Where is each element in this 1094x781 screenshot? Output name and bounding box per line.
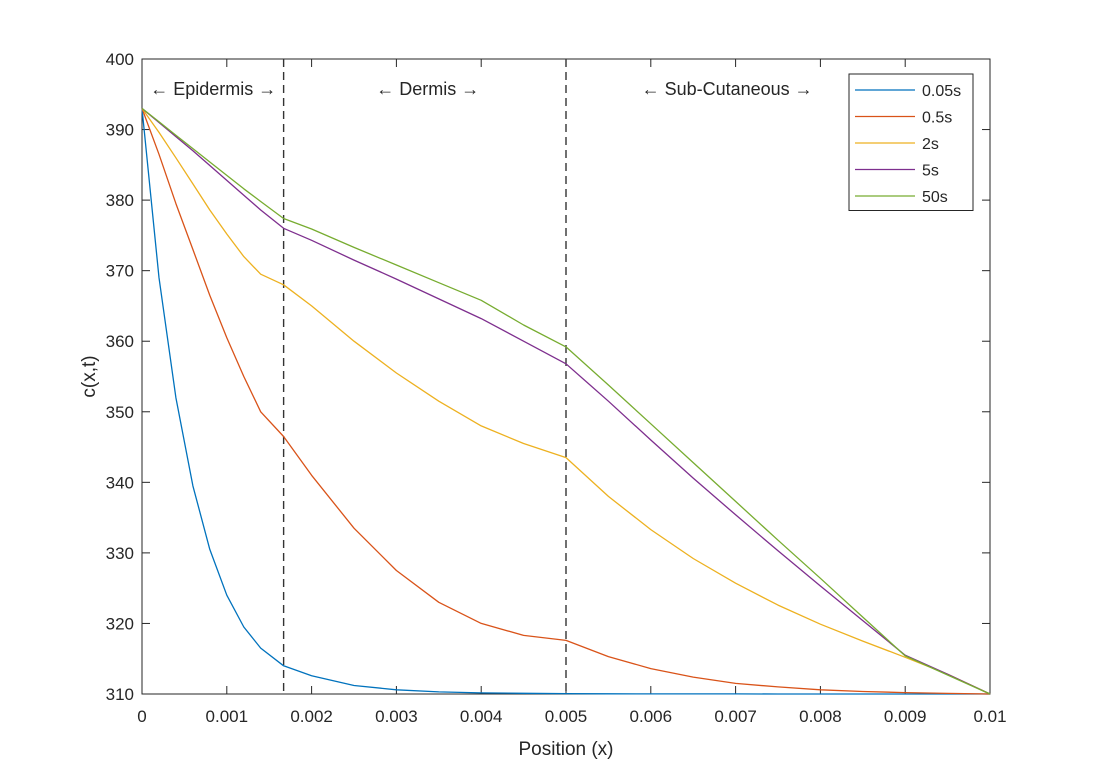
- series-line-0.05s: [141, 108, 990, 695]
- legend-label: 0.05s: [922, 83, 961, 100]
- x-tick-label: 0: [137, 707, 146, 726]
- x-tick-label: 0.008: [799, 707, 842, 726]
- region-label: ← Epidermis →: [150, 79, 276, 99]
- series-line-50s: [141, 107, 991, 695]
- y-tick-label: 310: [106, 685, 134, 704]
- series-line-5s: [141, 107, 991, 695]
- y-tick-label: 350: [106, 403, 134, 422]
- x-tick-label: 0.005: [545, 707, 588, 726]
- legend-label: 0.5s: [922, 110, 952, 127]
- y-tick-label: 390: [106, 121, 134, 140]
- x-tick-label: 0.009: [884, 707, 927, 726]
- plot-area: 0 0.001 0.002 0.003 0.004 0.005 0.006 0.007 0.00…: [79, 50, 1007, 760]
- y-tick-label: 320: [106, 614, 134, 633]
- y-tick-label: 340: [106, 473, 134, 492]
- legend-box: [848, 73, 974, 211]
- y-tick-label: 370: [106, 262, 134, 281]
- legend-label: 50s: [922, 189, 948, 206]
- y-tick-label: 400: [106, 50, 134, 69]
- x-tick-label: 0.006: [630, 707, 673, 726]
- x-tick-label: 0.002: [290, 707, 333, 726]
- region-label: ← Sub-Cutaneous →: [642, 79, 813, 99]
- x-tick-label: 0.01: [973, 707, 1006, 726]
- x-tick-label: 0.004: [460, 707, 503, 726]
- x-tick-label: 0.007: [714, 707, 757, 726]
- legend-label: 2s: [922, 136, 939, 153]
- y-axis-label: c(x,t): [79, 355, 100, 397]
- y-tick-label: 330: [106, 544, 134, 563]
- legend-label: 5s: [922, 163, 939, 180]
- x-tick-label: 0.001: [206, 707, 249, 726]
- x-axis-label: Position (x): [518, 739, 613, 760]
- series-line-0.5s: [141, 108, 991, 695]
- region-label: ← Dermis →: [376, 79, 479, 99]
- x-tick-label: 0.003: [375, 707, 418, 726]
- y-tick-label: 380: [106, 191, 134, 210]
- y-tick-label: 360: [106, 332, 134, 351]
- series-line-2s: [141, 108, 991, 695]
